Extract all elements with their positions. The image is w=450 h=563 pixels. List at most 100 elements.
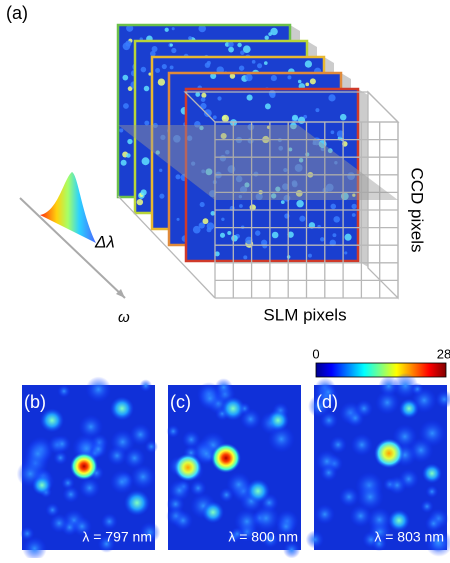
figure: (a) Δλ ω CCD pixels SLM pixels 0 28 (b)λ…	[0, 0, 450, 558]
speckle	[165, 28, 169, 32]
speckle	[203, 218, 209, 224]
speckle	[195, 92, 200, 97]
speckle	[245, 74, 252, 81]
speckle	[121, 160, 127, 166]
speckle	[124, 447, 146, 469]
speckle-spot	[32, 475, 52, 495]
omega-label: ω	[118, 309, 130, 326]
speckle	[137, 199, 143, 205]
speckle	[213, 115, 217, 119]
speckle	[144, 86, 150, 92]
speckle	[162, 64, 167, 69]
speckle-panels: (b)λ = 797 nm(c)λ = 800 nm(d)λ = 803 nm	[17, 373, 450, 558]
speckle	[329, 436, 347, 454]
speckle-spot	[53, 435, 71, 453]
speckle	[101, 513, 118, 530]
speckle	[264, 61, 268, 65]
speckle	[378, 376, 399, 397]
speckle	[168, 480, 190, 502]
speckle	[158, 78, 165, 85]
speckle	[331, 204, 337, 210]
speckle-spot	[399, 399, 419, 419]
speckle	[79, 415, 103, 439]
speckle	[207, 227, 212, 232]
speckle	[299, 216, 305, 222]
speckle	[170, 43, 173, 46]
speckle	[123, 103, 129, 109]
panel-label: (b)	[24, 392, 46, 412]
speckle-image: (b)λ = 797 nm	[17, 377, 161, 558]
speckle-spot	[422, 463, 442, 483]
speckle	[296, 200, 303, 207]
speckle	[287, 75, 291, 79]
wavelength-label: λ = 800 nm	[228, 529, 298, 545]
speckle	[268, 32, 272, 36]
speckle	[177, 218, 180, 221]
speckle-spot	[202, 501, 224, 523]
speckle	[352, 213, 356, 217]
speckle	[207, 61, 211, 65]
speckle	[281, 200, 285, 204]
speckle	[305, 82, 309, 86]
speckle	[201, 93, 206, 98]
speckle-spot	[70, 452, 98, 480]
speckle	[144, 121, 149, 126]
speckle	[126, 153, 131, 158]
speckle	[172, 27, 175, 30]
speckle	[110, 470, 134, 494]
speckle-spot	[173, 511, 193, 531]
panel-label: (c)	[170, 392, 191, 412]
speckle	[310, 78, 316, 84]
speckle	[204, 109, 212, 117]
speckle	[320, 237, 324, 241]
speckle	[127, 139, 132, 144]
speckle	[119, 128, 123, 132]
speckle	[306, 530, 324, 548]
speckle	[243, 255, 247, 259]
speckle	[217, 96, 221, 100]
speckle	[357, 483, 384, 510]
speckle	[298, 80, 302, 84]
speckle	[227, 231, 231, 235]
panel-label: (d)	[316, 392, 338, 412]
speckle	[257, 63, 262, 68]
speckle-spot	[320, 411, 338, 429]
speckle-spot	[339, 487, 359, 507]
speckle	[265, 103, 271, 109]
speckle	[420, 500, 433, 513]
speckle	[155, 68, 160, 73]
panel-label: (a)	[6, 3, 28, 23]
speckle	[201, 97, 206, 102]
speckle	[344, 251, 347, 254]
speckle	[57, 385, 70, 398]
ccd-label: CCD pixels	[408, 167, 427, 252]
speckle	[298, 117, 305, 124]
speckle	[228, 47, 234, 53]
speckle	[193, 226, 201, 234]
speckle	[426, 485, 439, 498]
speckle	[239, 204, 243, 208]
speckle	[265, 36, 269, 40]
speckle	[239, 65, 244, 70]
spectrum	[40, 172, 96, 243]
speckle	[222, 115, 229, 122]
speckle	[125, 40, 131, 46]
speckle	[328, 94, 335, 101]
speckle-spot	[211, 443, 241, 473]
speckle	[320, 464, 337, 481]
speckle	[190, 480, 207, 497]
speckle	[220, 233, 225, 238]
speckle	[171, 48, 176, 53]
speckle-spot	[246, 479, 270, 503]
speckle	[167, 425, 180, 438]
speckle-image: (c) λ = 800 nm	[166, 378, 301, 558]
speckle	[141, 67, 147, 73]
speckle	[175, 174, 180, 179]
speckle	[141, 189, 147, 195]
speckle	[315, 504, 335, 524]
speckle	[351, 204, 356, 209]
colorbar-max: 28	[437, 346, 450, 361]
speckle	[388, 476, 407, 495]
speckle	[152, 46, 158, 52]
speckle	[142, 157, 150, 165]
